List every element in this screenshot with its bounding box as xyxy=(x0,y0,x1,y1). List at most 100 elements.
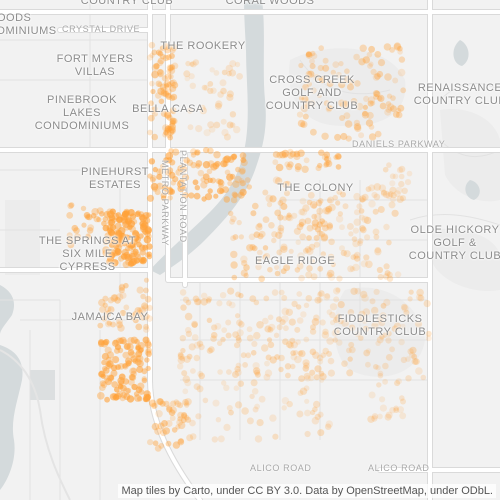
location-point-960 xyxy=(400,356,408,364)
location-point-336 xyxy=(190,161,197,169)
location-point-944 xyxy=(383,223,390,231)
location-point-59 xyxy=(159,53,166,60)
location-point-598 xyxy=(110,294,118,302)
location-point-937 xyxy=(347,265,354,273)
location-point-166 xyxy=(313,74,321,82)
location-point-219 xyxy=(306,51,312,58)
location-point-283 xyxy=(180,165,188,173)
location-point-1109 xyxy=(208,346,215,353)
location-point-825 xyxy=(250,210,257,217)
location-point-529 xyxy=(122,261,130,269)
location-point-553 xyxy=(85,234,92,241)
location-point-366 xyxy=(323,162,329,168)
location-point-1056 xyxy=(234,342,240,349)
location-point-547 xyxy=(81,222,87,228)
location-point-956 xyxy=(352,240,360,248)
location-point-1222 xyxy=(314,413,321,420)
location-point-1164 xyxy=(264,325,272,333)
location-point-131 xyxy=(187,124,194,131)
location-point-873 xyxy=(351,236,358,242)
location-point-1086 xyxy=(336,339,343,346)
location-point-37 xyxy=(166,82,173,88)
location-point-34 xyxy=(159,45,166,51)
location-point-1322 xyxy=(389,173,396,180)
location-point-1165 xyxy=(373,288,380,295)
location-point-398 xyxy=(323,151,331,159)
location-point-41 xyxy=(151,70,159,79)
location-point-70 xyxy=(155,49,162,56)
location-point-907 xyxy=(324,207,332,215)
location-point-53 xyxy=(149,52,155,58)
location-point-100 xyxy=(220,87,227,95)
location-point-696 xyxy=(110,369,118,377)
location-point-125 xyxy=(199,104,206,112)
location-point-597 xyxy=(134,307,142,315)
location-point-526 xyxy=(106,227,113,234)
location-point-327 xyxy=(150,182,159,191)
location-point-1126 xyxy=(253,299,260,306)
location-point-212 xyxy=(339,115,346,121)
location-point-1198 xyxy=(200,292,208,300)
location-point-399 xyxy=(293,150,301,158)
location-point-195 xyxy=(311,53,318,60)
location-point-989 xyxy=(371,322,379,330)
location-point-1111 xyxy=(385,337,392,344)
location-point-800 xyxy=(262,189,269,196)
location-point-1339 xyxy=(398,165,406,173)
location-point-1120 xyxy=(193,354,200,362)
location-point-860 xyxy=(288,248,294,254)
location-point-1201 xyxy=(362,325,369,333)
location-point-720 xyxy=(98,340,105,348)
location-point-105 xyxy=(201,84,208,91)
location-point-76 xyxy=(156,59,164,67)
location-point-1181 xyxy=(192,295,200,303)
location-point-533 xyxy=(111,217,117,223)
location-point-1039 xyxy=(180,347,186,354)
location-point-62 xyxy=(157,72,163,78)
location-point-367 xyxy=(279,151,287,159)
location-point-901 xyxy=(326,223,334,231)
location-point-811 xyxy=(236,219,242,226)
location-point-976 xyxy=(177,356,185,364)
label-country-club: COUNTRY CLUB xyxy=(80,0,174,7)
location-point-1263 xyxy=(195,413,202,420)
location-point-1310 xyxy=(315,199,323,207)
location-point-477 xyxy=(124,246,131,252)
location-point-699 xyxy=(127,337,135,345)
location-point-1160 xyxy=(350,287,358,295)
location-point-249 xyxy=(372,90,380,97)
label-woods-miniums: OODS DMINIUMS xyxy=(0,12,57,37)
location-point-1317 xyxy=(325,205,333,213)
location-point-255 xyxy=(148,158,156,165)
location-point-345 xyxy=(158,168,164,174)
location-point-928 xyxy=(354,255,361,262)
location-point-708 xyxy=(102,366,108,372)
location-point-878 xyxy=(314,213,322,221)
location-point-1228 xyxy=(254,403,260,410)
location-point-1237 xyxy=(312,406,318,413)
location-point-226 xyxy=(300,104,309,113)
location-point-580 xyxy=(143,326,150,333)
label-pinehurst: PINEHURST ESTATES xyxy=(80,166,150,191)
location-point-1189 xyxy=(327,357,335,365)
location-point-1135 xyxy=(252,367,261,375)
location-point-5 xyxy=(170,119,176,125)
location-point-1017 xyxy=(303,336,310,343)
location-point-996 xyxy=(375,365,381,371)
location-point-820 xyxy=(243,264,250,271)
location-point-725 xyxy=(114,386,120,393)
location-point-695 xyxy=(144,339,152,347)
location-point-1144 xyxy=(236,329,244,337)
location-point-767 xyxy=(159,400,166,407)
location-point-964 xyxy=(330,320,336,326)
location-point-332 xyxy=(217,179,225,187)
location-point-472 xyxy=(109,208,116,215)
location-point-532 xyxy=(112,213,120,221)
location-point-665 xyxy=(137,396,143,402)
location-point-185 xyxy=(347,83,354,91)
location-point-589 xyxy=(135,323,143,331)
location-point-389 xyxy=(284,161,291,168)
location-point-1285 xyxy=(379,396,386,403)
location-point-379 xyxy=(272,159,279,166)
